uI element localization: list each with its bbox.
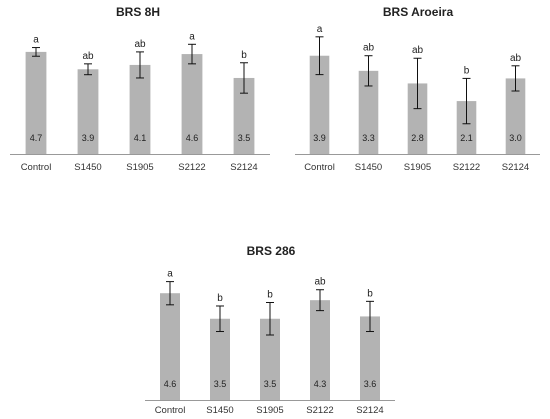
- category-label: S1450: [355, 162, 382, 173]
- category-label: S2122: [306, 405, 333, 416]
- error-bar: [188, 43, 196, 65]
- bar-s2122: [181, 54, 203, 154]
- bar-s2124: [360, 316, 380, 400]
- chart-title: BRS Aroeira: [383, 5, 454, 19]
- bar-s2124: [233, 77, 255, 154]
- data-label: 4.1: [134, 133, 147, 143]
- data-label: 3.9: [82, 133, 95, 143]
- data-label: 3.9: [313, 133, 326, 143]
- error-bar: [364, 55, 373, 87]
- data-label: 4.6: [164, 379, 177, 389]
- bar-control: [160, 293, 180, 400]
- significance-letter: b: [241, 50, 247, 61]
- bar-control: [309, 55, 330, 154]
- significance-letter: b: [267, 290, 273, 301]
- data-label: 2.1: [460, 133, 473, 143]
- bar-s2124: [505, 78, 526, 154]
- category-label: Control: [155, 405, 186, 416]
- error-bar: [240, 62, 248, 94]
- significance-letter: b: [217, 293, 223, 304]
- error-bar: [216, 305, 224, 333]
- bar-s2122: [456, 101, 477, 154]
- data-label: 3.5: [264, 379, 277, 389]
- significance-letter: a: [189, 31, 195, 42]
- data-label: 4.7: [30, 133, 43, 143]
- bar-s1905: [260, 318, 280, 400]
- bar-s1905: [407, 83, 428, 154]
- category-label: S2122: [178, 162, 205, 173]
- bar-s1450: [358, 70, 379, 154]
- bar-s1450: [210, 318, 230, 400]
- data-label: 3.6: [364, 379, 377, 389]
- category-label: S1905: [126, 162, 153, 173]
- significance-letter: b: [367, 288, 373, 299]
- category-label: S1905: [256, 405, 283, 416]
- error-bar: [413, 57, 422, 110]
- significance-letter: ab: [134, 39, 146, 50]
- category-label: S2122: [453, 162, 480, 173]
- chart-title: BRS 286: [247, 244, 296, 258]
- data-label: 3.5: [238, 133, 251, 143]
- error-bar: [84, 63, 92, 76]
- error-bar: [511, 65, 520, 92]
- error-bar: [136, 51, 144, 79]
- significance-letter: ab: [412, 45, 424, 56]
- category-label: S1450: [74, 162, 101, 173]
- error-bar: [366, 300, 374, 333]
- error-bar: [166, 281, 174, 306]
- significance-letter: a: [317, 24, 323, 35]
- significance-letter: a: [167, 269, 173, 280]
- bar-s1450: [77, 69, 99, 154]
- significance-letter: b: [464, 65, 470, 76]
- category-label: S2124: [502, 162, 529, 173]
- data-label: 4.6: [186, 133, 199, 143]
- error-bar: [316, 289, 324, 312]
- significance-letter: ab: [314, 277, 326, 288]
- bar-control: [25, 51, 47, 154]
- significance-letter: a: [33, 35, 39, 46]
- category-label: Control: [21, 162, 52, 173]
- category-label: S2124: [230, 162, 257, 173]
- data-label: 3.0: [509, 133, 522, 143]
- data-label: 3.3: [362, 133, 375, 143]
- category-label: S1905: [404, 162, 431, 173]
- error-bar: [32, 47, 40, 57]
- data-label: 4.3: [314, 379, 327, 389]
- chart-title: BRS 8H: [116, 5, 160, 19]
- data-label: 2.8: [411, 133, 424, 143]
- chart-brs-8h: BRS 8H a 4.7 Control ab 3.9 S1450 ab 4.1 S1905 a 4…: [10, 5, 270, 173]
- chart-brs-286: BRS 286 a 4.6 Control b 3.5 S1450 b 3.5 S1905 ab 4…: [145, 244, 395, 416]
- data-label: 3.5: [214, 379, 227, 389]
- category-label: S2124: [356, 405, 383, 416]
- error-bar: [315, 36, 324, 76]
- significance-letter: ab: [82, 51, 94, 62]
- significance-letter: ab: [510, 53, 522, 64]
- category-label: Control: [304, 162, 335, 173]
- category-label: S1450: [206, 405, 233, 416]
- bar-s2122: [310, 300, 330, 400]
- error-bar: [266, 302, 274, 336]
- chart-brs-aroeira: BRS Aroeira a 3.9 Control ab 3.3 S1450 ab 2.8 S1…: [295, 5, 540, 173]
- significance-letter: ab: [363, 43, 375, 54]
- error-bar: [462, 77, 471, 125]
- bar-s1905: [129, 64, 151, 154]
